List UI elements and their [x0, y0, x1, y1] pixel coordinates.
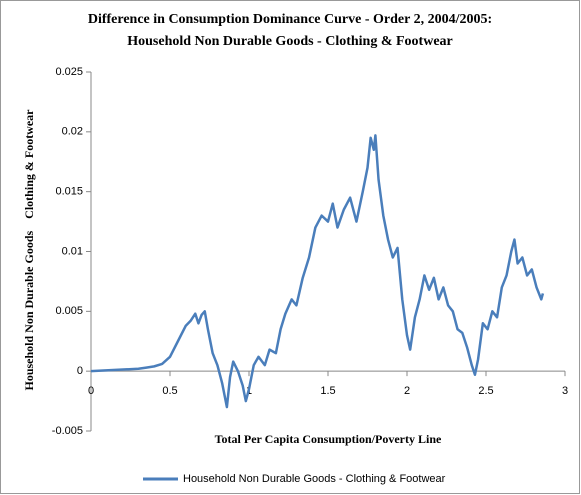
y-tick-label: 0.02: [62, 126, 83, 138]
y-tick-label: 0: [77, 365, 83, 377]
y-tick-label: -0.005: [52, 425, 83, 437]
x-tick-label: 2.5: [478, 385, 493, 397]
y-tick-label: 0.015: [55, 186, 83, 198]
x-tick-label: 0: [88, 385, 94, 397]
x-tick-label: 2: [404, 385, 410, 397]
legend-label: Household Non Durable Goods - Clothing &…: [183, 473, 446, 485]
y-tick-label: 0.005: [55, 305, 83, 317]
y-axis-label: Household Non Durable Goods Clothing & F…: [22, 109, 36, 391]
x-tick-label: 3: [562, 385, 568, 397]
chart-subtitle: Household Non Durable Goods - Clothing &…: [127, 34, 453, 49]
data-line: [90, 134, 545, 409]
x-tick-label: 1.5: [320, 385, 335, 397]
y-tick-label: 0.025: [55, 66, 83, 78]
chart-title: Difference in Consumption Dominance Curv…: [88, 12, 492, 27]
x-axis-label: Total Per Capita Consumption/Poverty Lin…: [215, 432, 442, 446]
x-tick-label: 0.5: [162, 385, 177, 397]
y-tick-label: 0.01: [62, 245, 83, 257]
